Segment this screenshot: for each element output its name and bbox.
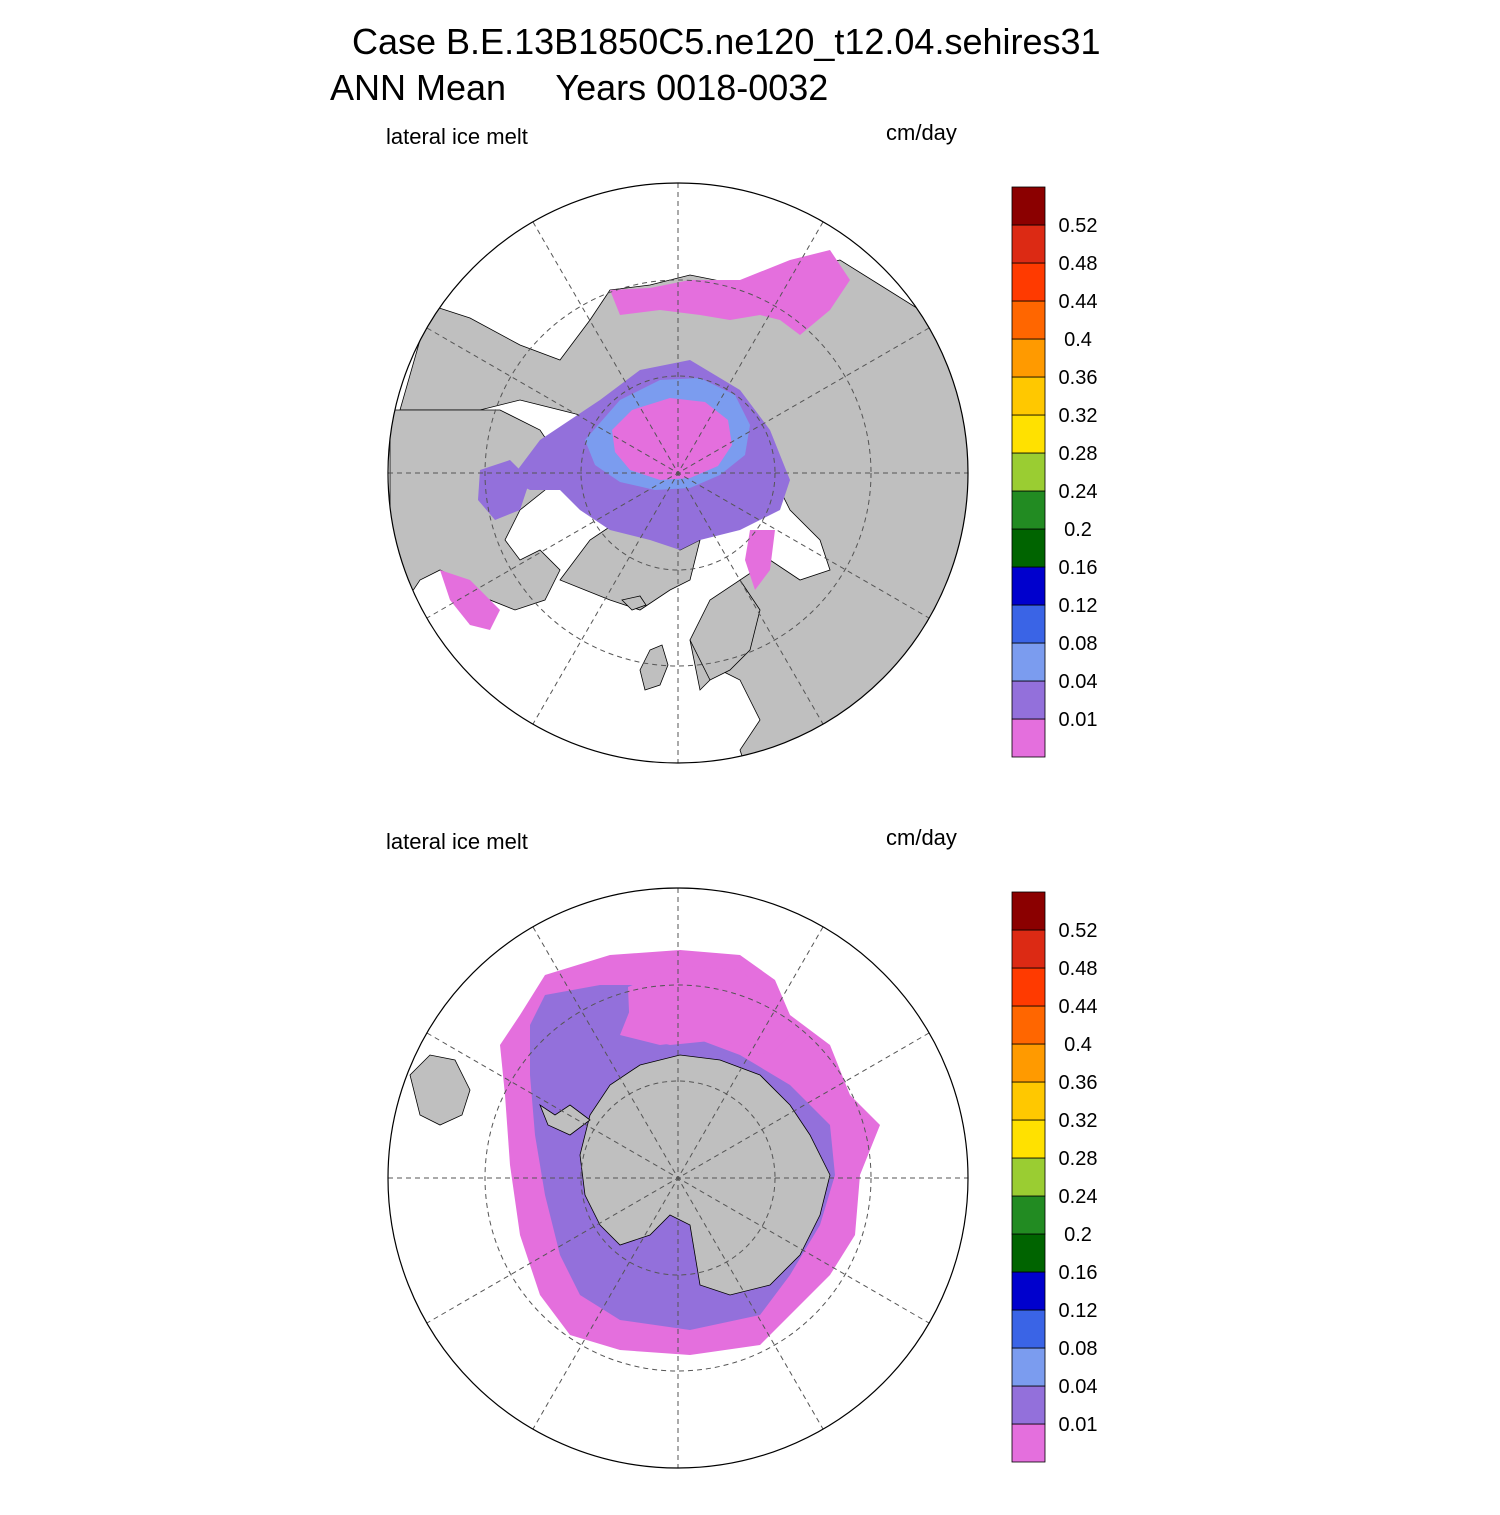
north-map-svg: 0.01 0.04 0.08 0.12 0.16 0.2 0.24 0.28 0.32 0.36 0… — [387, 182, 1098, 764]
south-colorbar-label-13: 0.52 — [1059, 920, 1098, 942]
north-units-label: cm/day — [886, 120, 957, 145]
plot-title-line-1: Case B.E.13B1850C5.ne120_t12.04.sehires3… — [352, 21, 1101, 62]
north-colorbar-box-6 — [1011, 490, 1046, 530]
south-colorbar-label-8: 0.32 — [1059, 1110, 1098, 1132]
south-colorbar-box-11 — [1011, 1005, 1046, 1045]
south-units-label: cm/day — [886, 825, 957, 850]
north-colorbar-label-10: 0.4 — [1064, 329, 1092, 351]
south-colorbar-box-13 — [1011, 929, 1046, 969]
south-graticule — [388, 888, 968, 1468]
south-colorbar-label-0: 0.01 — [1059, 1414, 1098, 1436]
south-colorbar-box-5 — [1011, 1233, 1046, 1273]
north-colorbar-box-10 — [1011, 338, 1046, 378]
north-colorbar-label-11: 0.44 — [1059, 291, 1098, 313]
south-colorbar-label-3: 0.12 — [1059, 1300, 1098, 1322]
north-variable-label: lateral ice melt — [386, 124, 528, 149]
north-colorbar-box-7 — [1011, 452, 1046, 492]
north-colorbar-box-11 — [1011, 300, 1046, 340]
plot-title-line-2: ANN Mean Years 0018-0032 — [330, 67, 829, 108]
north-colorbar-label-4: 0.16 — [1059, 557, 1098, 579]
south-colorbar-box-10 — [1011, 1043, 1046, 1083]
south-colorbar-box-12 — [1011, 967, 1046, 1007]
south-colorbar-box-4 — [1011, 1271, 1046, 1311]
antarctica-land — [579, 1054, 831, 1296]
north-colorbar-label-5: 0.2 — [1064, 519, 1092, 541]
south-colorbar-box-14 — [1011, 891, 1046, 931]
south-colorbar-label-12: 0.48 — [1059, 958, 1098, 980]
north-colorbar-box-4 — [1011, 566, 1046, 606]
south-colorbar-box-1 — [1011, 1385, 1046, 1425]
south-map-svg: 0.01 0.04 0.08 0.12 0.16 0.2 0.24 0.28 0.32 0.36 0… — [387, 887, 1098, 1469]
south-colorbar-label-5: 0.2 — [1064, 1224, 1092, 1246]
south-variable-label: lateral ice melt — [386, 829, 528, 854]
north-colorbar: 0.01 0.04 0.08 0.12 0.16 0.2 0.24 0.28 0.32 0.36 0… — [1011, 186, 1098, 758]
north-colorbar-label-9: 0.36 — [1059, 367, 1098, 389]
north-polar-panel: lateral ice melt cm/day — [0, 110, 1500, 810]
north-colorbar-box-14 — [1011, 186, 1046, 226]
north-colorbar-box-0 — [1011, 718, 1046, 758]
north-colorbar-label-12: 0.48 — [1059, 253, 1098, 275]
north-colorbar-label-8: 0.32 — [1059, 405, 1098, 427]
south-colorbar: 0.01 0.04 0.08 0.12 0.16 0.2 0.24 0.28 0.32 0.36 0… — [1011, 891, 1098, 1463]
south-colorbar-label-7: 0.28 — [1059, 1148, 1098, 1170]
antarctic-peninsula-land — [539, 1103, 591, 1136]
south-colorbar-box-3 — [1011, 1309, 1046, 1349]
south-polar-panel: lateral ice melt cm/day — [0, 815, 1500, 1515]
south-colorbar-box-9 — [1011, 1081, 1046, 1121]
north-colorbar-box-1 — [1011, 680, 1046, 720]
south-colorbar-label-2: 0.08 — [1059, 1338, 1098, 1360]
north-colorbar-box-12 — [1011, 262, 1046, 302]
south-colorbar-label-4: 0.16 — [1059, 1262, 1098, 1284]
south-america-tip-land — [409, 1054, 471, 1126]
south-colorbar-label-11: 0.44 — [1059, 996, 1098, 1018]
north-colorbar-label-1: 0.04 — [1059, 671, 1098, 693]
south-colorbar-label-9: 0.36 — [1059, 1072, 1098, 1094]
north-map-body — [388, 183, 968, 763]
north-colorbar-label-2: 0.08 — [1059, 633, 1098, 655]
south-colorbar-box-2 — [1011, 1347, 1046, 1387]
iceland-land — [621, 595, 647, 611]
north-colorbar-label-0: 0.01 — [1059, 709, 1098, 731]
barents-ice — [745, 530, 775, 590]
south-colorbar-box-7 — [1011, 1157, 1046, 1197]
north-colorbar-label-13: 0.52 — [1059, 215, 1098, 237]
north-graticule — [388, 183, 968, 763]
south-colorbar-box-0 — [1011, 1423, 1046, 1463]
south-colorbar-label-10: 0.4 — [1064, 1034, 1092, 1056]
weddell-ice-lowest — [628, 965, 790, 1055]
uk-land — [639, 644, 669, 691]
south-colorbar-label-6: 0.24 — [1059, 1186, 1098, 1208]
north-colorbar-box-13 — [1011, 224, 1046, 264]
labrador-ice — [440, 570, 500, 630]
hudson-bay-ice — [478, 460, 530, 520]
north-colorbar-label-6: 0.24 — [1059, 481, 1098, 503]
north-colorbar-label-3: 0.12 — [1059, 595, 1098, 617]
south-map-border — [387, 887, 969, 1469]
north-colorbar-box-3 — [1011, 604, 1046, 644]
north-colorbar-label-7: 0.28 — [1059, 443, 1098, 465]
south-colorbar-label-1: 0.04 — [1059, 1376, 1098, 1398]
north-map-border — [387, 182, 969, 764]
bering-ice — [610, 250, 850, 335]
north-colorbar-box-2 — [1011, 642, 1046, 682]
north-colorbar-box-9 — [1011, 376, 1046, 416]
south-map-body — [388, 888, 968, 1468]
south-colorbar-box-6 — [1011, 1195, 1046, 1235]
north-colorbar-box-8 — [1011, 414, 1046, 454]
north-colorbar-box-5 — [1011, 528, 1046, 568]
south-colorbar-box-8 — [1011, 1119, 1046, 1159]
